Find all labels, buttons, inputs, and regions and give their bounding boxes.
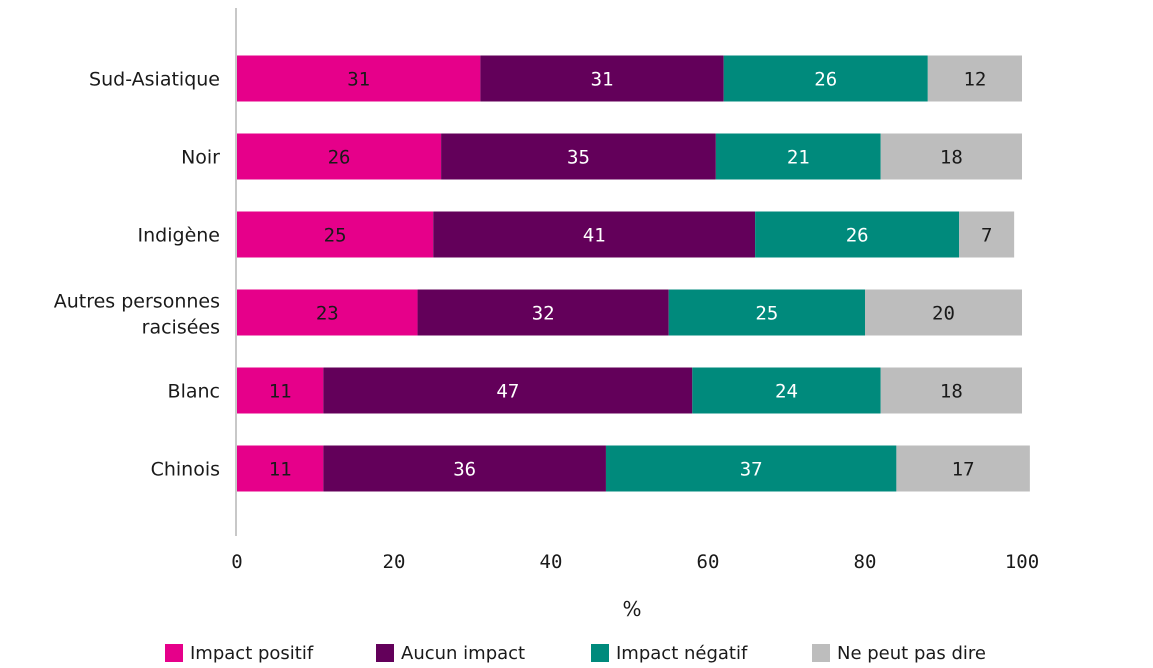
category-label-indigene: Indigène (138, 225, 220, 247)
data-label-noir-impact-positif: 26 (328, 147, 351, 169)
data-label-blanc-ne-peut-pas-dire: 18 (940, 381, 963, 403)
x-tick-100: 100 (1005, 551, 1039, 573)
category-label-noir: Noir (181, 147, 220, 169)
data-label-autres-personnes-racisees-impact-positif: 23 (316, 303, 339, 325)
legend: Impact positif Aucun impact Impact négatif… (165, 643, 986, 664)
category-labels: Sud-Asiatique Noir Indigène Autres personne… (54, 69, 220, 481)
legend-swatch-impact-negatif (591, 644, 609, 662)
legend-label-impact-positif: Impact positif (190, 643, 314, 664)
x-tick-labels: 0 20 40 60 80 100 (231, 551, 1039, 573)
data-label-sud-asiatique-impact-positif: 31 (347, 69, 370, 91)
data-label-noir-ne-peut-pas-dire: 18 (940, 147, 963, 169)
data-label-sud-asiatique-impact-negatif: 26 (814, 69, 837, 91)
legend-swatch-ne-peut-pas-dire (812, 644, 830, 662)
data-label-indigene-impact-negatif: 26 (846, 225, 869, 247)
x-tick-60: 60 (697, 551, 720, 573)
data-label-chinois-impact-positif: 11 (269, 459, 292, 481)
x-tick-0: 0 (231, 551, 242, 573)
data-label-indigene-ne-peut-pas-dire: 7 (981, 225, 992, 247)
legend-label-ne-peut-pas-dire: Ne peut pas dire (837, 643, 986, 664)
data-label-autres-personnes-racisees-impact-negatif: 25 (755, 303, 778, 325)
data-label-chinois-ne-peut-pas-dire: 17 (952, 459, 975, 481)
data-label-chinois-impact-negatif: 37 (740, 459, 763, 481)
data-label-indigene-aucun-impact: 41 (583, 225, 606, 247)
legend-swatch-aucun-impact (376, 644, 394, 662)
category-label-blanc: Blanc (168, 381, 220, 403)
data-label-blanc-impact-negatif: 24 (775, 381, 798, 403)
data-label-indigene-impact-positif: 25 (324, 225, 347, 247)
data-label-noir-aucun-impact: 35 (567, 147, 590, 169)
category-label-sud-asiatique: Sud-Asiatique (89, 69, 220, 91)
data-label-blanc-aucun-impact: 47 (496, 381, 519, 403)
x-axis-title: % (622, 597, 641, 621)
legend-swatch-impact-positif (165, 644, 183, 662)
bars-group: 31 31 26 12 26 35 21 18 25 41 26 7 23 32 25 20 11 47 24 18 1… (237, 56, 1030, 492)
data-label-noir-impact-negatif: 21 (787, 147, 810, 169)
data-label-sud-asiatique-ne-peut-pas-dire: 12 (963, 69, 986, 91)
data-label-chinois-aucun-impact: 36 (453, 459, 476, 481)
x-tick-40: 40 (540, 551, 563, 573)
data-label-autres-personnes-racisees-ne-peut-pas-dire: 20 (932, 303, 955, 325)
data-label-autres-personnes-racisees-aucun-impact: 32 (532, 303, 555, 325)
category-label-autres-personnes-racisees: Autres personnes racisées (54, 291, 220, 339)
data-label-blanc-impact-positif: 11 (269, 381, 292, 403)
category-label-chinois: Chinois (151, 459, 220, 481)
data-label-sud-asiatique-aucun-impact: 31 (591, 69, 614, 91)
x-tick-20: 20 (383, 551, 406, 573)
x-tick-80: 80 (854, 551, 877, 573)
legend-label-impact-negatif: Impact négatif (616, 643, 748, 664)
legend-label-aucun-impact: Aucun impact (401, 643, 525, 664)
